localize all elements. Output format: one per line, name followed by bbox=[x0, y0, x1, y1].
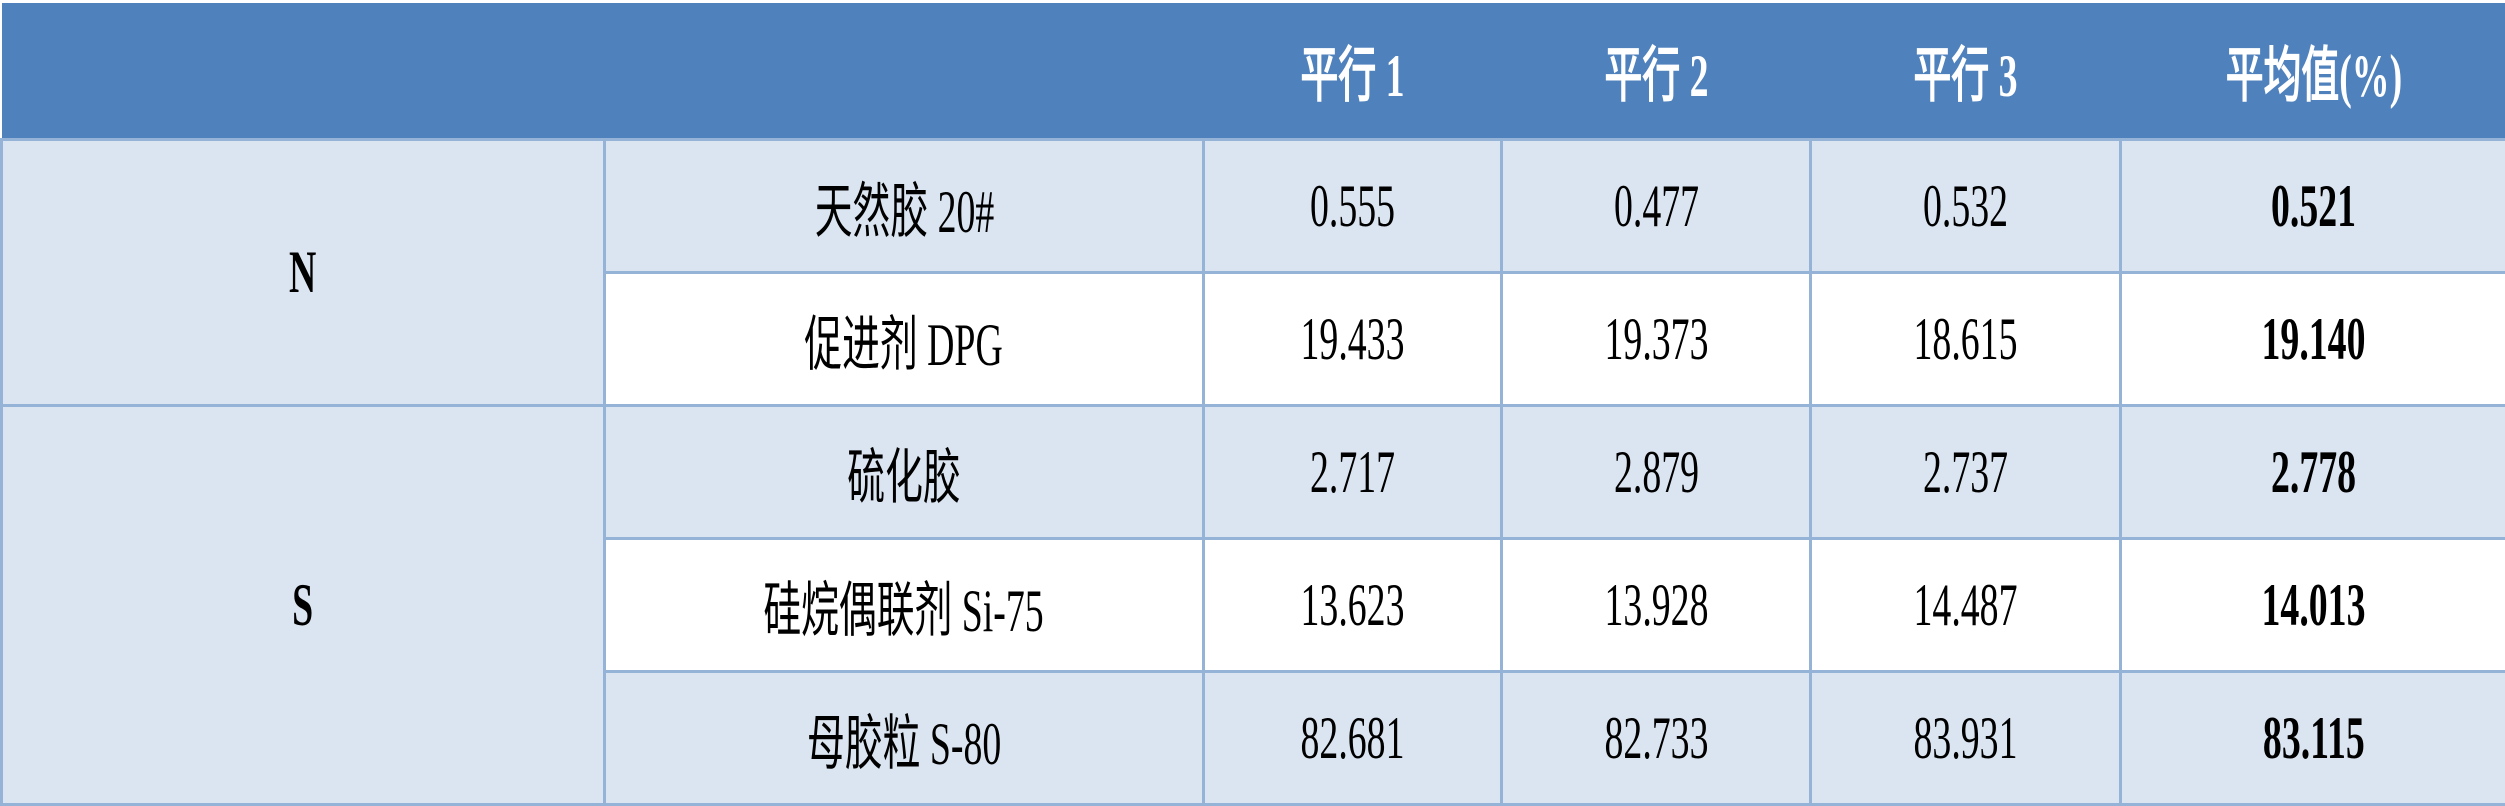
header-parallel-1: 平行 1 bbox=[1204, 3, 1502, 140]
average-value: 19.140 bbox=[2121, 273, 2505, 406]
header-sample-cell bbox=[605, 3, 1204, 140]
parallel-3-value: 18.615 bbox=[1811, 273, 2121, 406]
sample-name: 天然胶 20# bbox=[605, 140, 1204, 273]
parallel-1-value: 82.681 bbox=[1204, 672, 1502, 805]
average-value: 0.521 bbox=[2121, 140, 2505, 273]
parallel-2-value: 19.373 bbox=[1502, 273, 1811, 406]
average-value: 2.778 bbox=[2121, 406, 2505, 539]
header-parallel-3: 平行 3 bbox=[1811, 3, 2121, 140]
parallel-1-value: 13.623 bbox=[1204, 539, 1502, 672]
parallel-2-value: 13.928 bbox=[1502, 539, 1811, 672]
group-label-n: N bbox=[2, 140, 605, 406]
average-value: 83.115 bbox=[2121, 672, 2505, 805]
table-row: S 硫化胶 2.717 2.879 2.737 2.778 bbox=[2, 406, 2505, 539]
header-average: 平均值(%) bbox=[2121, 3, 2505, 140]
parallel-1-value: 19.433 bbox=[1204, 273, 1502, 406]
header-row: 平行 1 平行 2 平行 3 平均值(%) bbox=[2, 3, 2505, 140]
sample-name: 母胶粒 S-80 bbox=[605, 672, 1204, 805]
parallel-3-value: 2.737 bbox=[1811, 406, 2121, 539]
sample-name: 促进剂 DPG bbox=[605, 273, 1204, 406]
header-group-cell bbox=[2, 3, 605, 140]
parallel-1-value: 2.717 bbox=[1204, 406, 1502, 539]
parallel-2-value: 82.733 bbox=[1502, 672, 1811, 805]
results-table: 平行 1 平行 2 平行 3 平均值(%) N 天然胶 20# 0.555 0.… bbox=[0, 3, 2505, 806]
average-value: 14.013 bbox=[2121, 539, 2505, 672]
parallel-2-value: 2.879 bbox=[1502, 406, 1811, 539]
sample-name: 硫化胶 bbox=[605, 406, 1204, 539]
parallel-1-value: 0.555 bbox=[1204, 140, 1502, 273]
header-parallel-2: 平行 2 bbox=[1502, 3, 1811, 140]
sample-name: 硅烷偶联剂 Si-75 bbox=[605, 539, 1204, 672]
parallel-3-value: 83.931 bbox=[1811, 672, 2121, 805]
parallel-2-value: 0.477 bbox=[1502, 140, 1811, 273]
group-label-s: S bbox=[2, 406, 605, 805]
table-row: N 天然胶 20# 0.555 0.477 0.532 0.521 bbox=[2, 140, 2505, 273]
parallel-3-value: 14.487 bbox=[1811, 539, 2121, 672]
parallel-3-value: 0.532 bbox=[1811, 140, 2121, 273]
